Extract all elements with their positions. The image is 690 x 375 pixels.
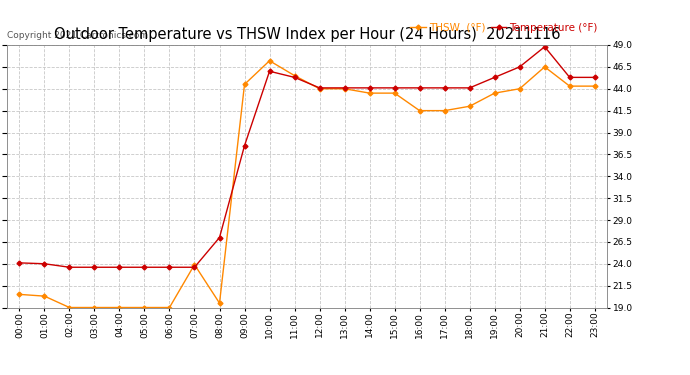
THSW  (°F) (190, 262, 199, 267)
THSW  (°F) (491, 91, 499, 95)
Line: THSW  (°F): THSW (°F) (18, 59, 596, 309)
Temperature (°F) (15, 261, 23, 265)
Text: Copyright 2021 Cartronics.com: Copyright 2021 Cartronics.com (7, 31, 148, 40)
Temperature (°F) (540, 45, 549, 49)
Temperature (°F) (440, 86, 449, 90)
THSW  (°F) (466, 104, 474, 108)
THSW  (°F) (591, 84, 599, 88)
THSW  (°F) (215, 301, 224, 305)
Temperature (°F) (115, 265, 124, 270)
THSW  (°F) (366, 91, 374, 95)
Temperature (°F) (415, 86, 424, 90)
Temperature (°F) (515, 64, 524, 69)
THSW  (°F) (240, 82, 248, 87)
Temperature (°F) (166, 265, 174, 270)
Temperature (°F) (190, 265, 199, 270)
Temperature (°F) (591, 75, 599, 80)
Temperature (°F) (40, 261, 48, 266)
Temperature (°F) (391, 86, 399, 90)
Temperature (°F) (340, 86, 348, 90)
THSW  (°F) (66, 305, 74, 310)
Temperature (°F) (90, 265, 99, 270)
THSW  (°F) (166, 305, 174, 310)
Temperature (°F) (466, 86, 474, 90)
THSW  (°F) (391, 91, 399, 95)
THSW  (°F) (40, 294, 48, 298)
THSW  (°F) (315, 87, 324, 91)
THSW  (°F) (140, 305, 148, 310)
Temperature (°F) (491, 75, 499, 80)
THSW  (°F) (266, 58, 274, 63)
Temperature (°F) (366, 86, 374, 90)
THSW  (°F) (15, 292, 23, 297)
Legend: THSW  (°F), Temperature (°F): THSW (°F), Temperature (°F) (406, 19, 602, 37)
Temperature (°F) (290, 75, 299, 80)
THSW  (°F) (115, 305, 124, 310)
Temperature (°F) (315, 86, 324, 90)
Temperature (°F) (66, 265, 74, 270)
THSW  (°F) (340, 87, 348, 91)
Temperature (°F) (140, 265, 148, 270)
Temperature (°F) (240, 143, 248, 148)
Temperature (°F) (215, 235, 224, 240)
Line: Temperature (°F): Temperature (°F) (18, 45, 596, 269)
THSW  (°F) (415, 108, 424, 113)
Title: Outdoor Temperature vs THSW Index per Hour (24 Hours)  20211116: Outdoor Temperature vs THSW Index per Ho… (54, 27, 560, 42)
THSW  (°F) (290, 74, 299, 78)
THSW  (°F) (440, 108, 449, 113)
THSW  (°F) (566, 84, 574, 88)
THSW  (°F) (90, 305, 99, 310)
Temperature (°F) (566, 75, 574, 80)
THSW  (°F) (540, 64, 549, 69)
Temperature (°F) (266, 69, 274, 74)
THSW  (°F) (515, 87, 524, 91)
